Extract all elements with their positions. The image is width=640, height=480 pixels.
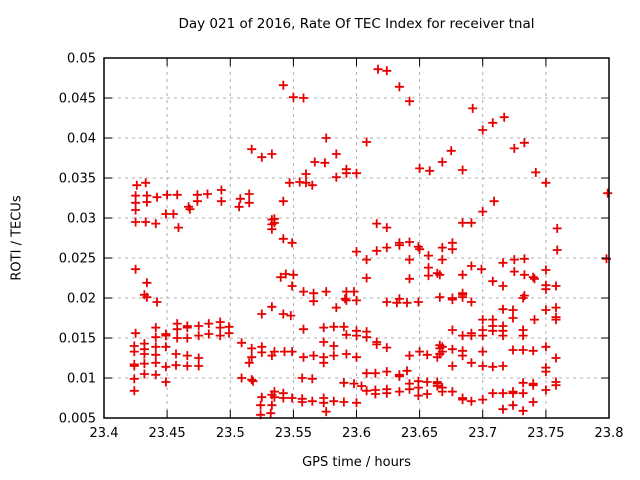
- y-tick-label: 0.01: [67, 372, 96, 387]
- data-points: [129, 64, 613, 420]
- x-tick-label: 23.4: [90, 426, 119, 441]
- x-tick-label: 23.6: [342, 426, 371, 441]
- y-tick-label: 0.05: [67, 52, 96, 67]
- x-tick-label: 23.7: [468, 426, 497, 441]
- y-tick-label: 0.035: [59, 172, 96, 187]
- x-tick-label: 23.65: [401, 426, 438, 441]
- x-tick-label: 23.75: [527, 426, 564, 441]
- x-axis-label: GPS time / hours: [302, 455, 411, 470]
- y-tick-label: 0.005: [59, 412, 96, 427]
- x-tick-label: 23.8: [595, 426, 624, 441]
- y-tick-label: 0.04: [67, 132, 96, 147]
- y-tick-label: 0.045: [59, 92, 96, 107]
- x-tick-label: 23.5: [216, 426, 245, 441]
- x-tick-labels: 23.4 23.45 23.5 23.55 23.6 23.65 23.7 23.75 23.8: [90, 426, 624, 441]
- plot-border: [103, 57, 610, 419]
- y-tick-label: 0.015: [59, 332, 96, 347]
- chart-title: Day 021 of 2016, Rate Of TEC Index for r…: [178, 16, 535, 32]
- y-tick-label: 0.025: [59, 252, 96, 267]
- y-tick-label: 0.02: [67, 292, 96, 307]
- grid-lines: [104, 58, 609, 418]
- x-tick-label: 23.55: [275, 426, 312, 441]
- y-tick-label: 0.03: [67, 212, 96, 227]
- tick-marks: [103, 57, 610, 419]
- x-tick-label: 23.45: [148, 426, 185, 441]
- y-tick-labels: 0.005 0.01 0.015 0.02 0.025 0.03 0.035 0.04 0.04…: [59, 52, 96, 427]
